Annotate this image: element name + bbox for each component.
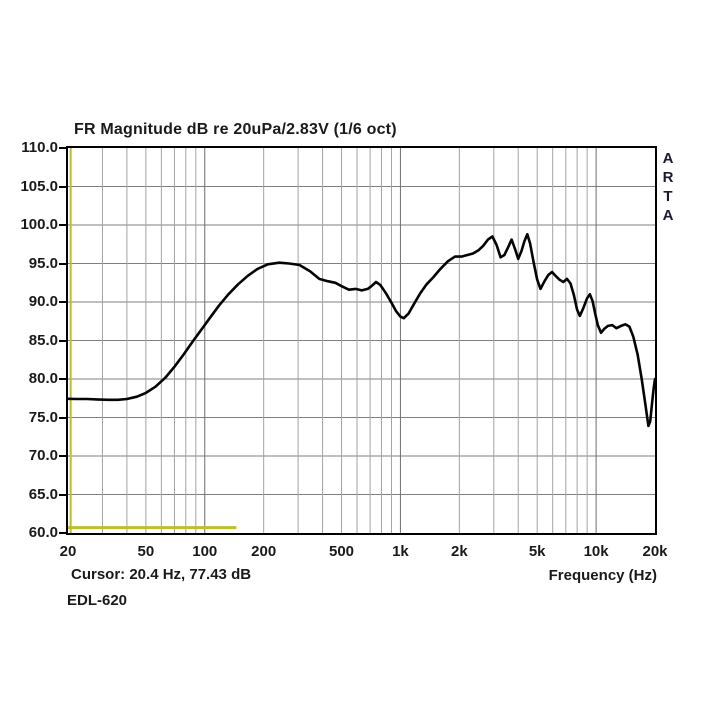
watermark-letter: T xyxy=(663,188,673,205)
y-tick-mark xyxy=(59,262,66,265)
y-tick-label: 90.0 xyxy=(28,293,58,310)
x-tick-label: 100 xyxy=(192,543,218,560)
y-tick-mark xyxy=(59,493,66,496)
watermark-letter: A xyxy=(662,207,674,224)
y-tick-label: 75.0 xyxy=(28,408,58,426)
y-tick-label: 85.0 xyxy=(28,331,58,349)
y-tick-mark xyxy=(59,301,66,303)
x-tick-label: 20 xyxy=(59,543,77,560)
y-tick-label: 65.0 xyxy=(28,485,58,503)
y-tick-mark xyxy=(59,378,66,380)
plot-area[interactable] xyxy=(66,146,657,535)
chart-title: FR Magnitude dB re 20uPa/2.83V (1/6 oct) xyxy=(74,121,397,138)
y-tick-label: 95.0 xyxy=(28,254,58,272)
y-tick-mark xyxy=(59,147,66,149)
y-tick-label: 100.0 xyxy=(20,216,58,233)
y-tick-label: 110.0 xyxy=(21,139,58,156)
y-tick-label: 105.0 xyxy=(20,177,58,195)
x-tick-label: 2k xyxy=(450,543,468,560)
arta-watermark: A R T A xyxy=(660,149,676,225)
watermark-letter: A xyxy=(662,150,674,167)
fr-plot-svg xyxy=(68,148,655,533)
y-tick-mark xyxy=(59,416,66,419)
y-tick-mark xyxy=(59,455,66,457)
x-tick-label: 50 xyxy=(137,543,155,560)
file-name-label: EDL-620 xyxy=(67,592,128,609)
x-tick-label: 20k xyxy=(642,543,668,560)
watermark-letter: R xyxy=(662,169,674,186)
frequency-axis-label: Frequency (Hz) xyxy=(548,567,657,584)
x-tick-label: 200 xyxy=(251,543,277,560)
x-tick-label: 5k xyxy=(528,543,546,560)
y-tick-label: 80.0 xyxy=(28,370,58,387)
x-tick-label: 1k xyxy=(392,543,409,560)
y-tick-mark xyxy=(59,224,66,226)
y-tick-mark xyxy=(59,532,66,534)
x-tick-label: 500 xyxy=(329,543,355,560)
y-tick-mark xyxy=(59,185,66,188)
y-tick-label: 70.0 xyxy=(28,447,58,464)
y-tick-label: 60.0 xyxy=(28,524,58,541)
x-tick-label: 10k xyxy=(583,543,609,560)
fr-curve xyxy=(68,232,655,428)
cursor-readout: Cursor: 20.4 Hz, 77.43 dB xyxy=(71,566,252,583)
y-tick-mark xyxy=(59,339,66,342)
